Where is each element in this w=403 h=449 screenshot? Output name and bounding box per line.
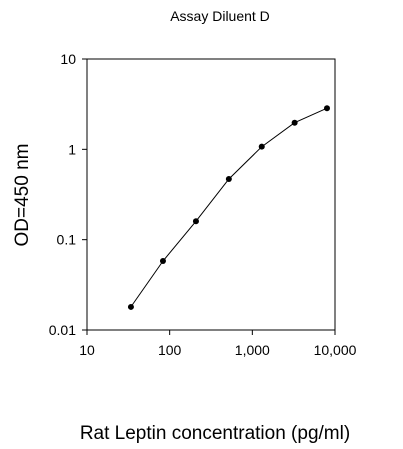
data-point-4 bbox=[258, 143, 265, 150]
plot-frame bbox=[86, 58, 336, 331]
x-axis: 10 100 1,000 10,000 bbox=[79, 330, 357, 358]
y-tick-label-3: 10 bbox=[60, 51, 76, 67]
data-point-6 bbox=[323, 105, 330, 112]
data-point-1 bbox=[159, 258, 166, 265]
series-line-0 bbox=[130, 107, 328, 308]
y-tick-label-1: 0.1 bbox=[57, 232, 77, 248]
x-axis-label: Rat Leptin concentration (pg/ml) bbox=[80, 423, 350, 444]
x-tick-label-3: 10,000 bbox=[314, 342, 357, 358]
y-axis: 0.01 0.1 1 10 bbox=[49, 51, 87, 338]
data-point-0 bbox=[127, 303, 134, 310]
x-tick-label-1: 100 bbox=[158, 342, 182, 358]
x-tick-label-0: 10 bbox=[79, 342, 95, 358]
y-axis-label: OD=450 nm bbox=[12, 144, 33, 247]
y-tick-label-0: 0.01 bbox=[49, 322, 76, 338]
data-point-2 bbox=[192, 218, 199, 225]
data-point-5 bbox=[291, 119, 298, 126]
data-point-3 bbox=[225, 175, 232, 182]
chart-title: Assay Diluent D bbox=[170, 8, 270, 24]
y-tick-label-2: 1 bbox=[68, 141, 76, 157]
x-tick-label-2: 1,000 bbox=[235, 342, 270, 358]
data-series bbox=[127, 105, 330, 310]
